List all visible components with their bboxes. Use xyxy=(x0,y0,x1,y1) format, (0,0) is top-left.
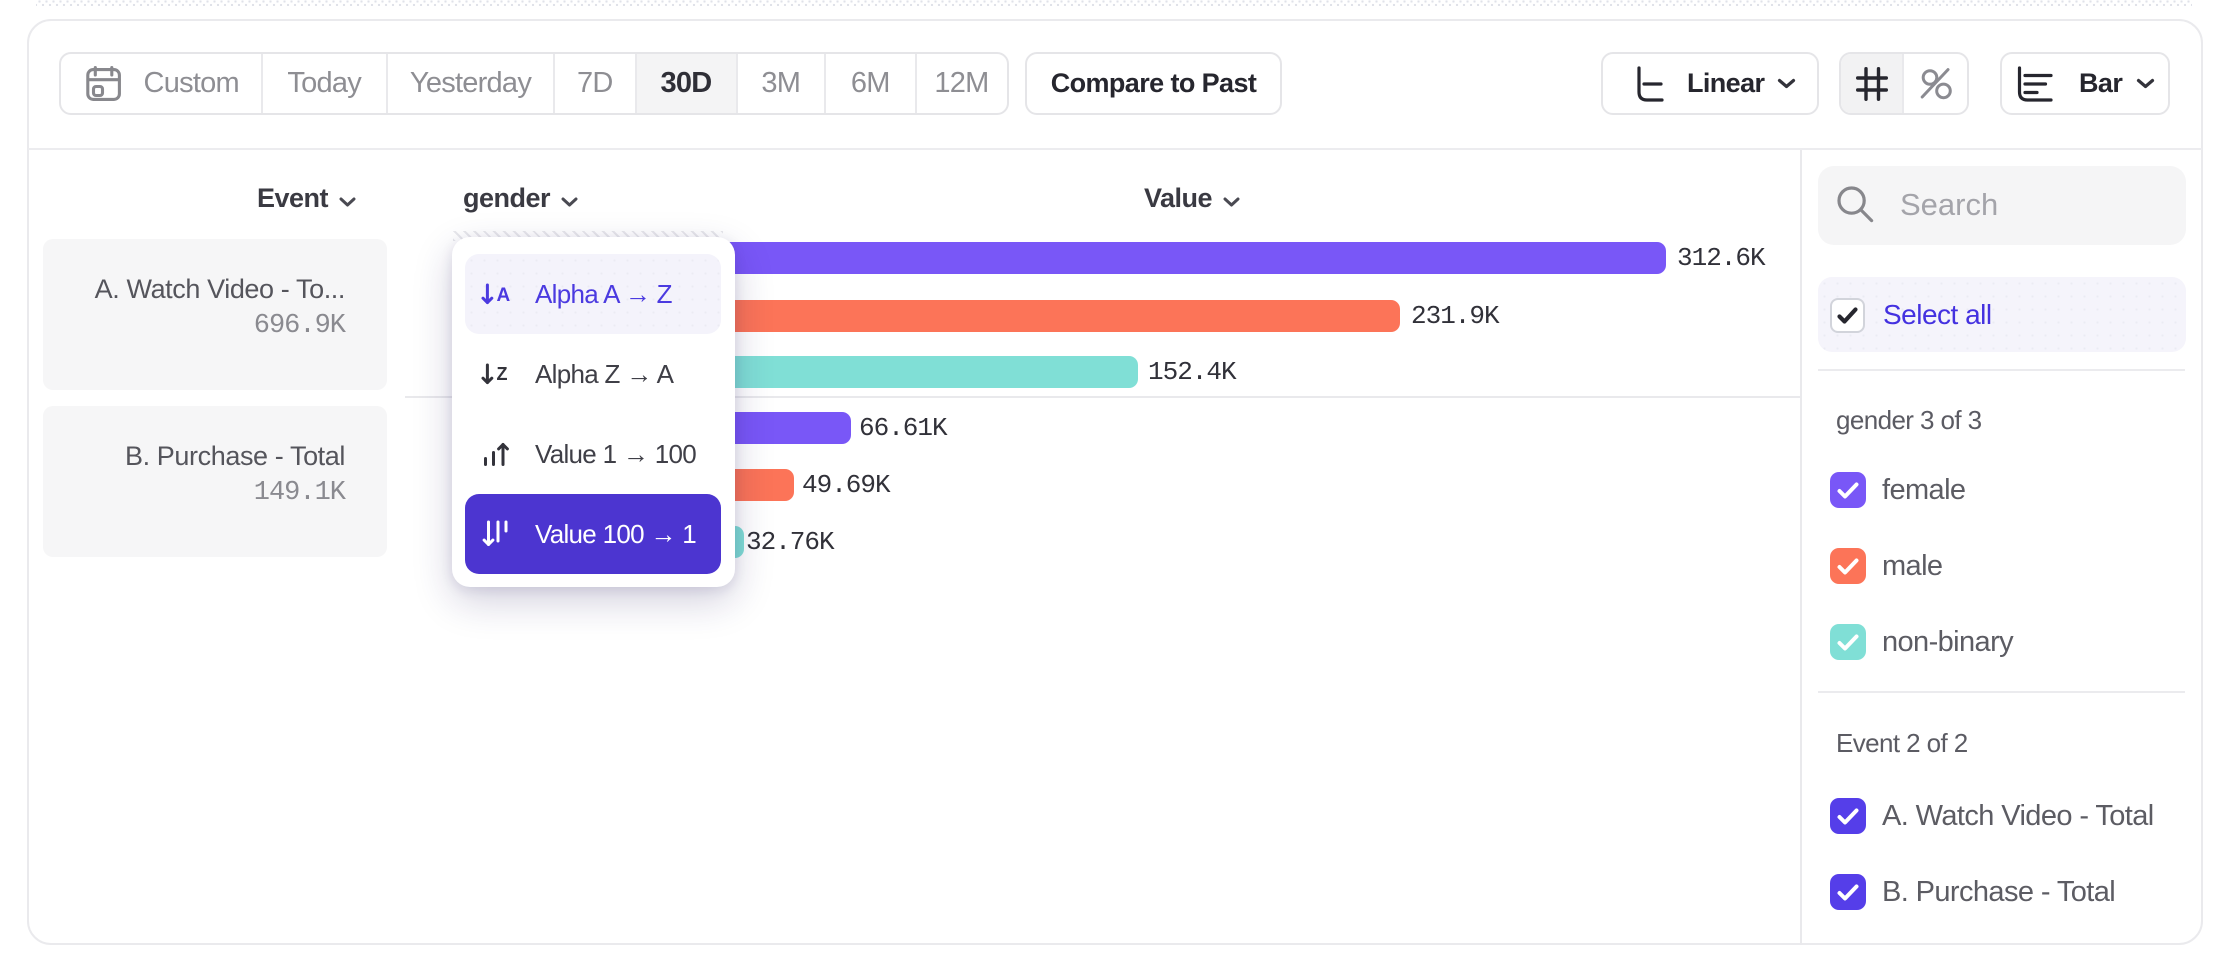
svg-text:A: A xyxy=(497,285,511,306)
svg-text:Z: Z xyxy=(497,364,508,384)
